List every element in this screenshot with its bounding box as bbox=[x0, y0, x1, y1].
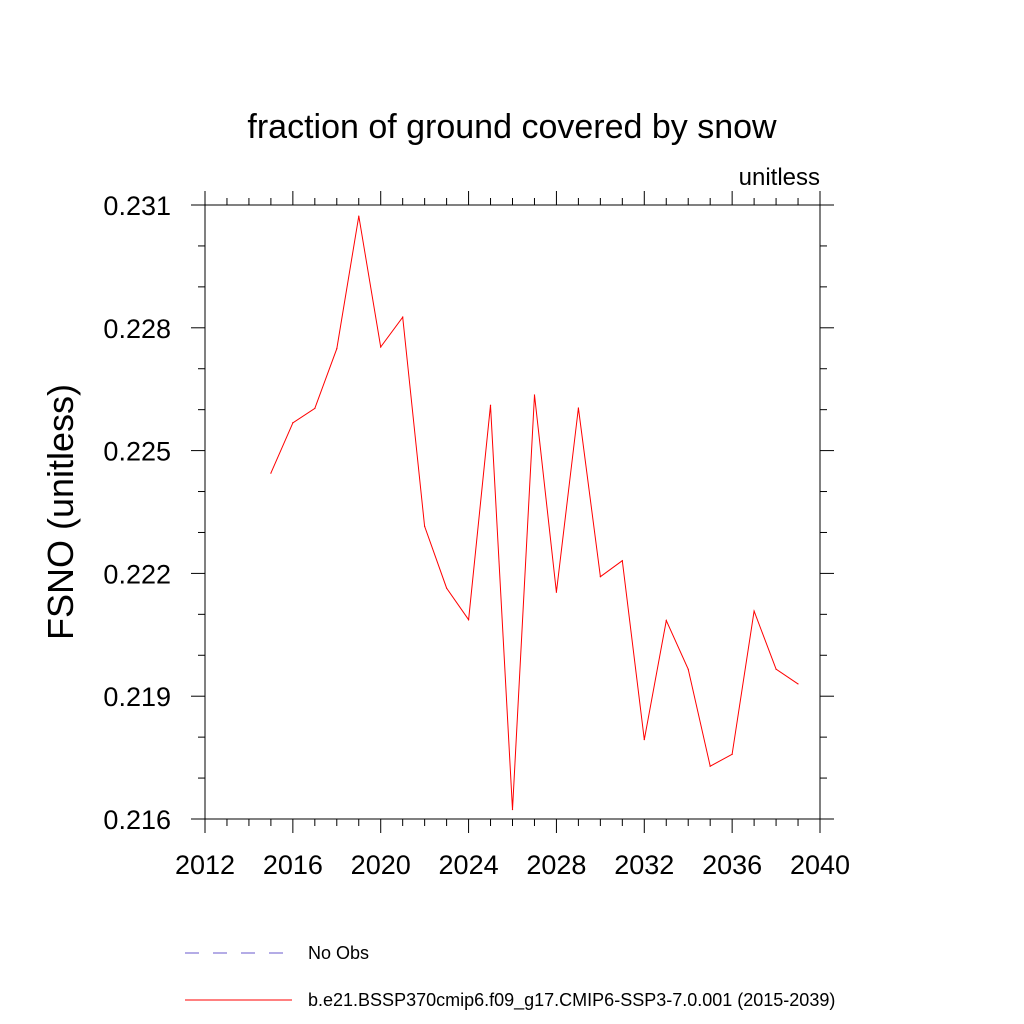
x-tick-label: 2036 bbox=[702, 850, 762, 880]
x-tick-label: 2024 bbox=[439, 850, 499, 880]
series-group bbox=[270, 215, 799, 811]
x-tick-label: 2020 bbox=[351, 850, 411, 880]
data-point bbox=[577, 407, 579, 409]
data-point bbox=[314, 407, 316, 410]
legend-label-ssp370: b.e21.BSSP370cmip6.f09_g17.CMIP6-SSP3-7.… bbox=[308, 990, 835, 1011]
data-point bbox=[446, 587, 448, 589]
units-label: unitless bbox=[739, 164, 820, 191]
data-point bbox=[687, 668, 689, 670]
series-line-ssp370 bbox=[270, 216, 799, 810]
data-point bbox=[599, 576, 601, 578]
data-point bbox=[753, 610, 755, 612]
data-point bbox=[555, 591, 558, 593]
data-point bbox=[731, 753, 733, 755]
axis-ticks bbox=[191, 191, 834, 833]
x-tick-label: 2028 bbox=[526, 850, 586, 880]
data-point bbox=[380, 346, 382, 348]
data-point bbox=[358, 215, 360, 217]
legend: No Obs b.e21.BSSP370cmip6.f09_g17.CMIP6-… bbox=[185, 943, 835, 1011]
y-tick-label: 0.231 bbox=[103, 191, 171, 221]
y-tick-label: 0.228 bbox=[103, 314, 171, 344]
data-point bbox=[665, 619, 667, 622]
data-point bbox=[709, 765, 711, 767]
y-tick-label: 0.222 bbox=[103, 559, 171, 589]
x-tick-label: 2040 bbox=[790, 850, 850, 880]
data-point bbox=[797, 683, 799, 685]
y-tick-label: 0.225 bbox=[103, 437, 171, 467]
y-axis-label: FSNO (unitless) bbox=[40, 384, 81, 640]
chart-title: fraction of ground covered by snow bbox=[247, 108, 777, 146]
data-point bbox=[489, 404, 492, 406]
data-point bbox=[467, 619, 470, 621]
x-tick-label: 2016 bbox=[263, 850, 323, 880]
data-point bbox=[775, 668, 777, 670]
data-point bbox=[643, 738, 645, 741]
data-point bbox=[621, 560, 623, 562]
plot-frame bbox=[204, 204, 821, 820]
y-tick-label: 0.219 bbox=[103, 682, 171, 712]
data-point bbox=[292, 422, 294, 424]
legend-label-no-obs: No Obs bbox=[308, 943, 369, 963]
x-tick-label: 2012 bbox=[175, 850, 235, 880]
y-tick-label: 0.216 bbox=[103, 805, 171, 835]
data-point bbox=[511, 808, 514, 811]
data-point bbox=[336, 348, 338, 350]
axis-tick-labels: 2012 2016 2020 2024 2028 2032 2036 2040 0.216 0.2… bbox=[103, 191, 850, 880]
data-point bbox=[270, 472, 272, 474]
data-point bbox=[424, 525, 426, 527]
x-tick-label: 2032 bbox=[614, 850, 674, 880]
data-point bbox=[533, 394, 536, 396]
data-point bbox=[402, 316, 404, 318]
